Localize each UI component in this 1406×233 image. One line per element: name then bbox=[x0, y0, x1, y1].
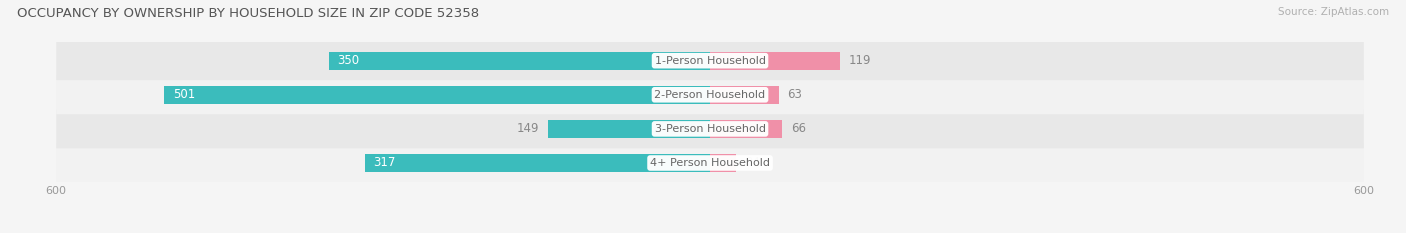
Text: 63: 63 bbox=[787, 88, 803, 101]
Text: Source: ZipAtlas.com: Source: ZipAtlas.com bbox=[1278, 7, 1389, 17]
Text: 501: 501 bbox=[173, 88, 195, 101]
Bar bbox=[165, 86, 710, 104]
Text: 2-Person Household: 2-Person Household bbox=[654, 90, 766, 100]
Text: 3-Person Household: 3-Person Household bbox=[655, 124, 765, 134]
Text: OCCUPANCY BY OWNERSHIP BY HOUSEHOLD SIZE IN ZIP CODE 52358: OCCUPANCY BY OWNERSHIP BY HOUSEHOLD SIZE… bbox=[17, 7, 479, 20]
Bar bbox=[710, 120, 782, 138]
Bar bbox=[548, 120, 710, 138]
Text: 66: 66 bbox=[790, 122, 806, 135]
Text: 119: 119 bbox=[848, 54, 870, 67]
Text: 24: 24 bbox=[745, 157, 759, 169]
Text: 149: 149 bbox=[516, 122, 538, 135]
Bar bbox=[364, 154, 710, 172]
Bar bbox=[329, 52, 710, 70]
FancyBboxPatch shape bbox=[56, 110, 1364, 148]
Bar bbox=[710, 52, 839, 70]
Bar bbox=[710, 86, 779, 104]
FancyBboxPatch shape bbox=[56, 144, 1364, 182]
Text: 1-Person Household: 1-Person Household bbox=[655, 56, 765, 66]
Bar bbox=[710, 154, 737, 172]
FancyBboxPatch shape bbox=[56, 41, 1364, 80]
Text: 317: 317 bbox=[374, 157, 395, 169]
Text: 4+ Person Household: 4+ Person Household bbox=[650, 158, 770, 168]
FancyBboxPatch shape bbox=[56, 75, 1364, 114]
Text: 350: 350 bbox=[337, 54, 360, 67]
